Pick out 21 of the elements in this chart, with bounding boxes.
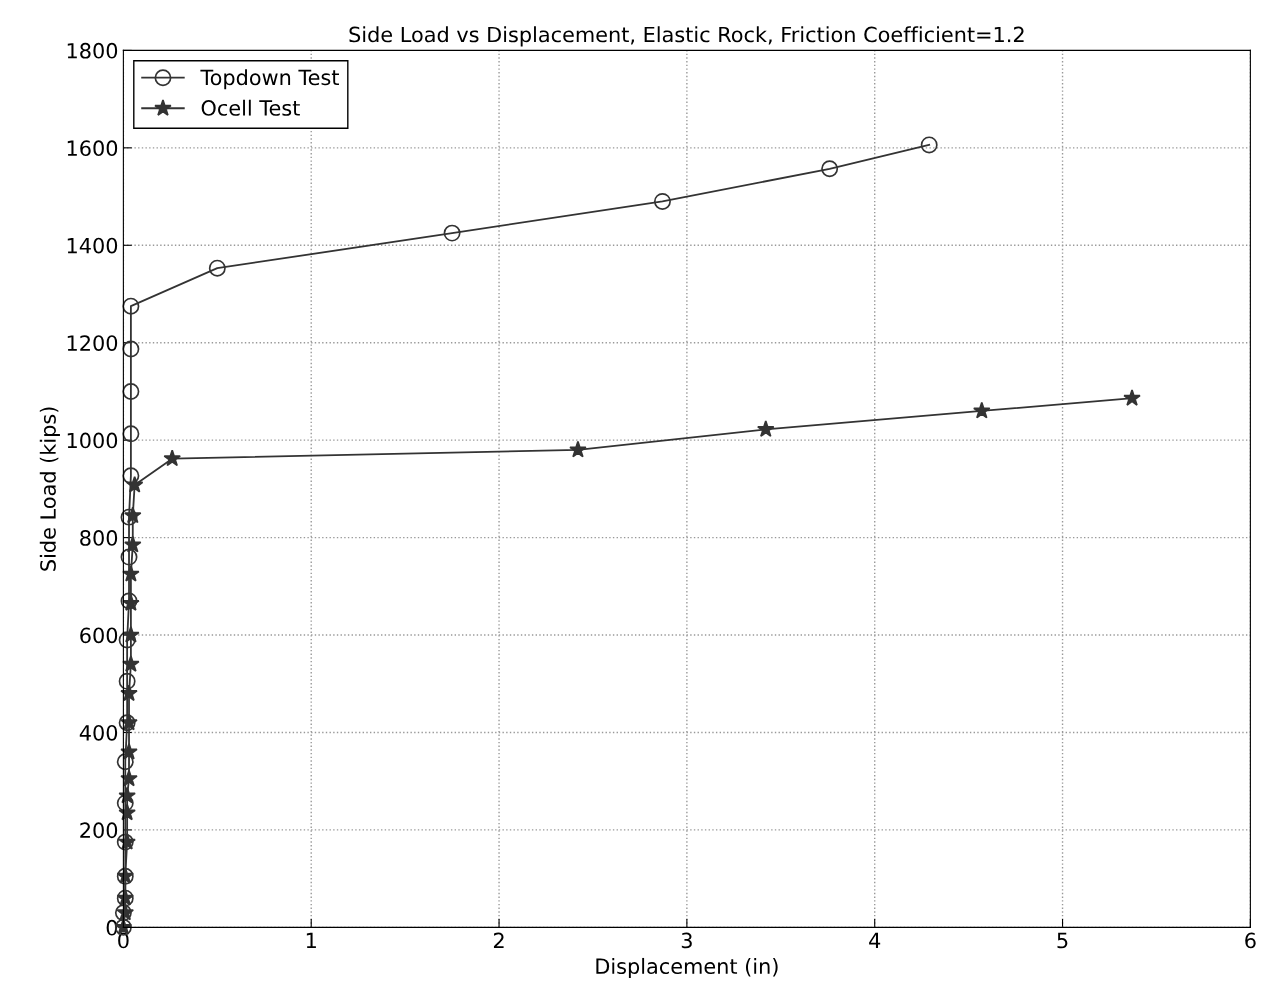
y-tick-label: 800 <box>80 530 118 546</box>
chart-title: Side Load vs Displacement, Elastic Rock, Friction Coefficient=1.2 <box>349 26 1024 47</box>
y-tick-label: 1800 <box>67 42 118 59</box>
x-tick-label: 4 <box>869 932 881 949</box>
x-axis-title: Displacement (in) <box>596 957 778 979</box>
y-tick-label: 1400 <box>67 237 118 254</box>
y-tick-label: 1000 <box>67 432 118 449</box>
y-axis-title: Side Load (kips) <box>39 407 60 571</box>
x-tick-label: 6 <box>1245 932 1256 949</box>
x-tick-label: 3 <box>681 932 692 949</box>
x-tick-label: 0 <box>118 932 129 949</box>
x-tick-label: 2 <box>493 932 504 949</box>
y-tick-label: 200 <box>80 822 118 839</box>
y-tick-label: 400 <box>79 724 118 741</box>
legend-label: Topdown Test <box>200 69 339 90</box>
y-tick-label: 1200 <box>67 335 118 351</box>
y-tick-label: 600 <box>80 627 118 644</box>
y-tick-label: 1600 <box>67 140 118 157</box>
legend-label: Ocell Test <box>201 99 300 116</box>
x-tick-label: 1 <box>306 932 316 949</box>
x-tick-label: 5 <box>1057 932 1068 949</box>
